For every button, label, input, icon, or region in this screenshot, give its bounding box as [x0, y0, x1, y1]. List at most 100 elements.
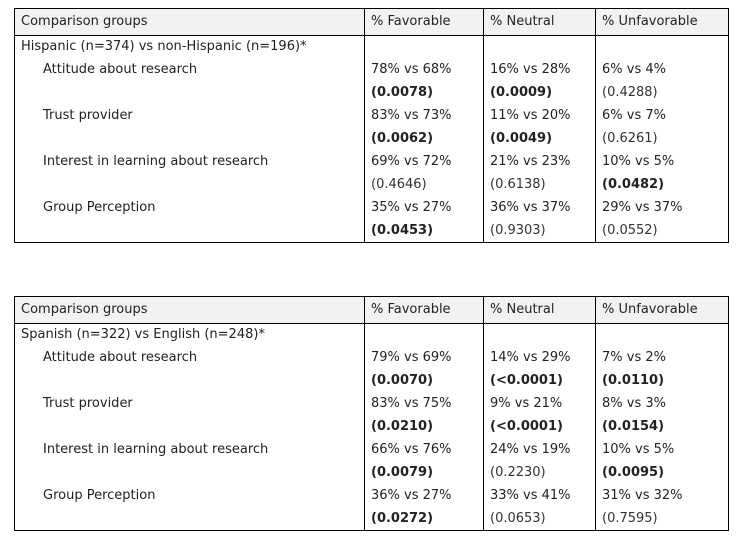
row-label: Group Perception	[14, 196, 365, 219]
row-label: Group Perception	[14, 484, 365, 507]
pvalue-row: (0.0079) (0.2230) (0.0095)	[14, 461, 729, 484]
pvalue-cell: (0.0110)	[595, 369, 729, 392]
pvalue-cell: (0.0049)	[483, 127, 596, 150]
percentage-cell: 24% vs 19%	[483, 438, 596, 461]
empty-cell	[483, 323, 596, 346]
column-header: Comparison groups	[14, 296, 365, 324]
percentage-cell: 66% vs 76%	[364, 438, 484, 461]
table-row: Attitude about research 79% vs 69% 14% vs …	[14, 346, 729, 369]
pvalue-cell: (0.0210)	[364, 415, 484, 438]
percentage-cell: 6% vs 4%	[595, 58, 729, 81]
pvalue-cell: (<0.0001)	[483, 369, 596, 392]
pvalue-cell: (0.6261)	[595, 127, 729, 150]
pvalue-row: (0.0070) (<0.0001) (0.0110)	[14, 369, 729, 392]
percentage-cell: 33% vs 41%	[483, 484, 596, 507]
pvalue-cell: (0.0272)	[364, 507, 484, 531]
empty-cell	[14, 81, 365, 104]
table-row: Attitude about research 78% vs 68% 16% vs …	[14, 58, 729, 81]
percentage-cell: 29% vs 37%	[595, 196, 729, 219]
pvalue-row: (0.0272) (0.0653) (0.7595)	[14, 507, 729, 531]
empty-cell	[14, 127, 365, 150]
group-label: Spanish (n=322) vs English (n=248)*	[14, 323, 365, 346]
row-label: Trust provider	[14, 104, 365, 127]
percentage-cell: 21% vs 23%	[483, 150, 596, 173]
pvalue-cell: (0.0552)	[595, 219, 729, 243]
percentage-cell: 83% vs 75%	[364, 392, 484, 415]
column-header: % Neutral	[483, 296, 596, 324]
row-label: Attitude about research	[14, 58, 365, 81]
empty-cell	[364, 323, 484, 346]
pvalue-cell: (0.0009)	[483, 81, 596, 104]
pvalue-cell: (0.9303)	[483, 219, 596, 243]
row-label: Trust provider	[14, 392, 365, 415]
table-row: Trust provider 83% vs 73% 11% vs 20% 6% vs …	[14, 104, 729, 127]
column-header: % Favorable	[364, 296, 484, 324]
empty-cell	[483, 35, 596, 58]
pvalue-cell: (<0.0001)	[483, 415, 596, 438]
percentage-cell: 78% vs 68%	[364, 58, 484, 81]
table-row: Interest in learning about research 66% v…	[14, 438, 729, 461]
pvalue-row: (0.4646) (0.6138) (0.0482)	[14, 173, 729, 196]
percentage-cell: 11% vs 20%	[483, 104, 596, 127]
column-header: % Unfavorable	[595, 296, 729, 324]
percentage-cell: 16% vs 28%	[483, 58, 596, 81]
percentage-cell: 83% vs 73%	[364, 104, 484, 127]
pvalue-cell: (0.0062)	[364, 127, 484, 150]
pvalue-cell: (0.4288)	[595, 81, 729, 104]
column-header: % Unfavorable	[595, 8, 729, 36]
row-label: Interest in learning about research	[14, 150, 365, 173]
pvalue-row: (0.0210) (<0.0001) (0.0154)	[14, 415, 729, 438]
percentage-cell: 8% vs 3%	[595, 392, 729, 415]
empty-cell	[14, 415, 365, 438]
empty-cell	[14, 507, 365, 531]
comparison-table-2: Comparison groups% Favorable% Neutral% U…	[14, 296, 729, 531]
percentage-cell: 69% vs 72%	[364, 150, 484, 173]
column-header: % Favorable	[364, 8, 484, 36]
percentage-cell: 10% vs 5%	[595, 150, 729, 173]
empty-cell	[595, 323, 729, 346]
empty-cell	[14, 369, 365, 392]
empty-cell	[14, 219, 365, 243]
percentage-cell: 9% vs 21%	[483, 392, 596, 415]
table-row: Trust provider 83% vs 75% 9% vs 21% 8% vs 3…	[14, 392, 729, 415]
percentage-cell: 31% vs 32%	[595, 484, 729, 507]
pvalue-row: (0.0453) (0.9303) (0.0552)	[14, 219, 729, 243]
pvalue-cell: (0.2230)	[483, 461, 596, 484]
empty-cell	[14, 173, 365, 196]
pvalue-cell: (0.4646)	[364, 173, 484, 196]
row-label: Attitude about research	[14, 346, 365, 369]
percentage-cell: 14% vs 29%	[483, 346, 596, 369]
column-header: % Neutral	[483, 8, 596, 36]
column-header: Comparison groups	[14, 8, 365, 36]
pvalue-cell: (0.0453)	[364, 219, 484, 243]
percentage-cell: 10% vs 5%	[595, 438, 729, 461]
group-row: Spanish (n=322) vs English (n=248)*	[14, 323, 729, 346]
pvalue-row: (0.0078) (0.0009) (0.4288)	[14, 81, 729, 104]
pvalue-cell: (0.0653)	[483, 507, 596, 531]
empty-cell	[14, 461, 365, 484]
empty-cell	[595, 35, 729, 58]
table-row: Group Perception 35% vs 27% 36% vs 37% 29% …	[14, 196, 729, 219]
pvalue-cell: (0.0070)	[364, 369, 484, 392]
percentage-cell: 35% vs 27%	[364, 196, 484, 219]
group-label: Hispanic (n=374) vs non-Hispanic (n=196)…	[14, 35, 365, 58]
pvalue-cell: (0.0482)	[595, 173, 729, 196]
pvalue-row: (0.0062) (0.0049) (0.6261)	[14, 127, 729, 150]
pvalue-cell: (0.0154)	[595, 415, 729, 438]
group-row: Hispanic (n=374) vs non-Hispanic (n=196)…	[14, 35, 729, 58]
header-row: Comparison groups% Favorable% Neutral% U…	[14, 8, 729, 36]
table-row: Group Perception 36% vs 27% 33% vs 41% 31% …	[14, 484, 729, 507]
pvalue-cell: (0.0095)	[595, 461, 729, 484]
percentage-cell: 7% vs 2%	[595, 346, 729, 369]
percentage-cell: 36% vs 37%	[483, 196, 596, 219]
row-label: Interest in learning about research	[14, 438, 365, 461]
pvalue-cell: (0.7595)	[595, 507, 729, 531]
pvalue-cell: (0.0078)	[364, 81, 484, 104]
pvalue-cell: (0.0079)	[364, 461, 484, 484]
percentage-cell: 79% vs 69%	[364, 346, 484, 369]
empty-cell	[364, 35, 484, 58]
percentage-cell: 36% vs 27%	[364, 484, 484, 507]
percentage-cell: 6% vs 7%	[595, 104, 729, 127]
pvalue-cell: (0.6138)	[483, 173, 596, 196]
comparison-table-1: Comparison groups% Favorable% Neutral% U…	[14, 8, 729, 243]
